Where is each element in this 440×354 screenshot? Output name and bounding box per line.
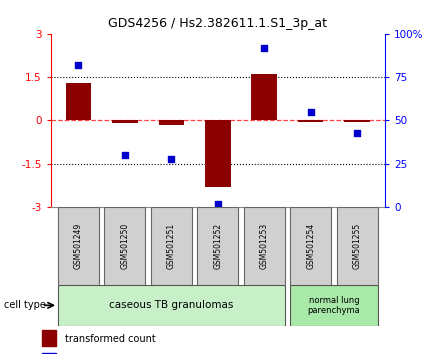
Point	[354, 130, 361, 135]
FancyBboxPatch shape	[290, 207, 331, 285]
Text: GSM501249: GSM501249	[74, 223, 83, 269]
Point	[168, 156, 175, 161]
FancyBboxPatch shape	[151, 207, 192, 285]
Bar	[205, 120, 231, 187]
FancyBboxPatch shape	[58, 285, 285, 326]
Text: cell type: cell type	[4, 300, 46, 310]
Bar	[158, 120, 184, 125]
FancyBboxPatch shape	[290, 285, 378, 326]
Bar	[42, 353, 56, 354]
Point	[121, 152, 128, 158]
Text: GSM501252: GSM501252	[213, 223, 222, 269]
FancyBboxPatch shape	[337, 207, 378, 285]
Text: normal lung
parenchyma: normal lung parenchyma	[308, 296, 360, 315]
Bar	[298, 120, 323, 122]
Text: GSM501255: GSM501255	[352, 223, 362, 269]
Title: GDS4256 / Hs2.382611.1.S1_3p_at: GDS4256 / Hs2.382611.1.S1_3p_at	[108, 17, 327, 30]
Point	[261, 45, 268, 50]
FancyBboxPatch shape	[198, 207, 238, 285]
Text: GSM501250: GSM501250	[121, 223, 129, 269]
Point	[307, 109, 314, 115]
Point	[75, 62, 82, 68]
Bar	[66, 83, 91, 120]
Bar	[252, 74, 277, 120]
FancyBboxPatch shape	[244, 207, 285, 285]
Bar	[112, 120, 138, 123]
Point	[214, 201, 221, 206]
FancyBboxPatch shape	[104, 207, 145, 285]
Text: GSM501253: GSM501253	[260, 223, 269, 269]
Text: GSM501251: GSM501251	[167, 223, 176, 269]
Text: transformed count: transformed count	[65, 333, 155, 344]
Bar	[345, 120, 370, 122]
FancyBboxPatch shape	[58, 207, 99, 285]
Text: GSM501254: GSM501254	[306, 223, 315, 269]
Bar	[42, 330, 56, 346]
Text: caseous TB granulomas: caseous TB granulomas	[109, 300, 234, 310]
